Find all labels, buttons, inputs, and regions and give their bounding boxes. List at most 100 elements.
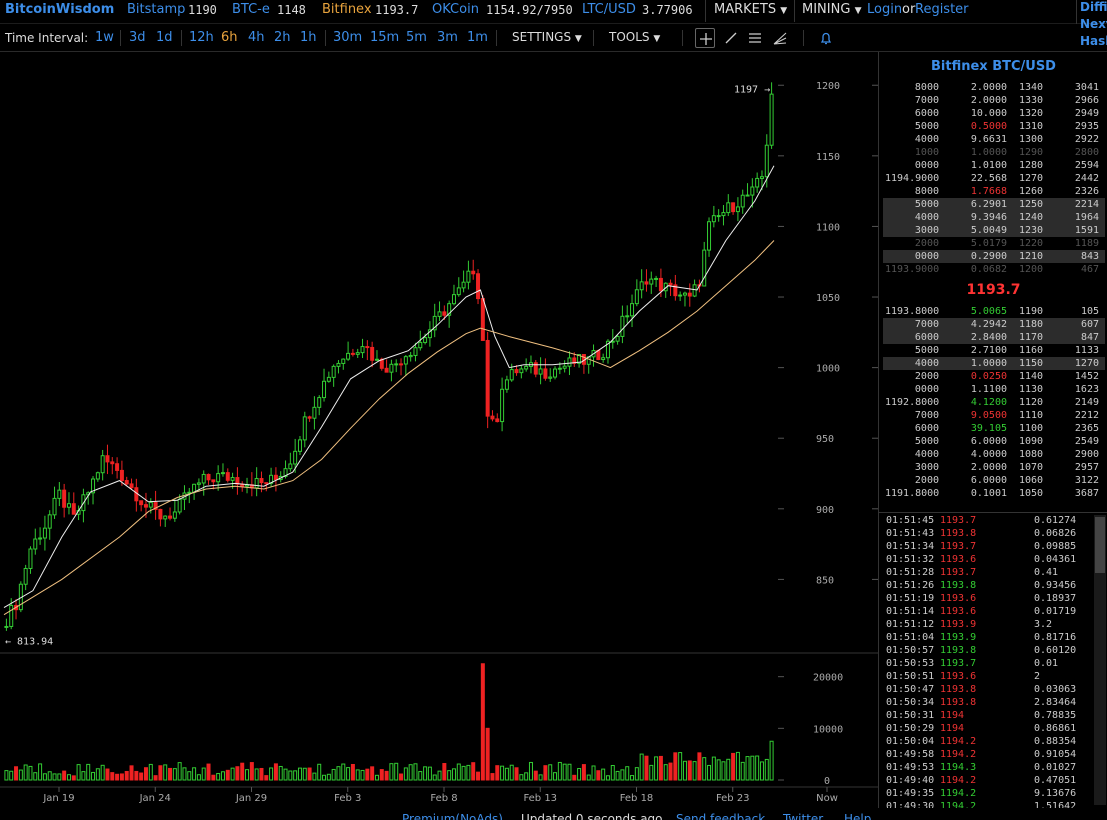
volume-bar (18, 769, 23, 781)
ob-level-cell: 1240 (1019, 212, 1044, 223)
trade-time: 01:51:12 (886, 619, 935, 630)
footer-premium-link[interactable]: Premium(NoAds) (402, 812, 503, 820)
volume-bar (519, 774, 524, 781)
trade-time: 01:49:53 (886, 762, 935, 773)
crosshair-icon[interactable] (695, 28, 715, 48)
interval-5m[interactable]: 5m (406, 30, 427, 45)
fan-icon[interactable] (770, 28, 790, 48)
bid-row[interactable]: 5000 2.7100 1160 1133 (883, 344, 1105, 357)
ask-row[interactable]: 5000 0.5000 1310 2935 (883, 120, 1105, 133)
candle-body (119, 469, 124, 482)
candle-body (418, 341, 423, 349)
ticker-okcoin-link[interactable]: OKCoin (432, 2, 479, 17)
ob-amount-cell: 0.1001 (970, 488, 1007, 499)
mining-menu[interactable]: MINING ▼ (802, 2, 861, 17)
volume-bar (148, 763, 153, 781)
bid-row[interactable]: 7000 4.2942 1180 607 (883, 318, 1105, 331)
bid-row[interactable]: 3000 2.0000 1070 2957 (883, 461, 1105, 474)
bid-row[interactable]: 1193.8000 5.0065 1190 105 (883, 305, 1105, 318)
ask-row[interactable]: 5000 6.2901 1250 2214 (883, 198, 1105, 211)
candle-body (711, 215, 716, 223)
bid-row[interactable]: 5000 6.0000 1090 2549 (883, 435, 1105, 448)
ob-amount-cell: 0.0250 (970, 371, 1007, 382)
volume-bar (168, 767, 173, 781)
interval-1w[interactable]: 1w (95, 30, 114, 45)
ticker-bitstamp-link[interactable]: Bitstamp (127, 2, 186, 17)
interval-1m[interactable]: 1m (467, 30, 488, 45)
line-icon[interactable] (721, 28, 741, 48)
interval-6h[interactable]: 6h (221, 30, 238, 45)
interval-3m[interactable]: 3m (437, 30, 458, 45)
ticker-bitfinex-link[interactable]: Bitfinex (322, 2, 372, 17)
candle-body (451, 294, 456, 305)
ask-row[interactable]: 0000 0.2900 1210 843 (883, 250, 1105, 263)
alert-bell-icon[interactable] (816, 28, 836, 48)
ask-row[interactable]: 2000 5.0179 1220 1189 (883, 237, 1105, 250)
tools-menu[interactable]: TOOLS ▼ (609, 30, 660, 44)
trade-time: 01:49:30 (886, 801, 935, 808)
candle-body (625, 315, 630, 318)
ob-price-cell: 4000 (914, 449, 939, 460)
ask-row[interactable]: 7000 2.0000 1330 2966 (883, 94, 1105, 107)
brand-logo-link[interactable]: BitcoinWisdom (5, 2, 115, 17)
interval-12h[interactable]: 12h (189, 30, 214, 45)
candle-body (264, 482, 269, 485)
interval-30m[interactable]: 30m (333, 30, 363, 45)
bid-row[interactable]: 6000 2.8400 1170 847 (883, 331, 1105, 344)
hashrate-link[interactable]: Hash (1080, 34, 1107, 48)
trade-time: 01:50:53 (886, 658, 935, 669)
register-link[interactable]: Register (915, 2, 969, 17)
candlestick-chart[interactable]: 850 900 950 1000 1050 1100 1150 1200 0 10000 20000… (0, 52, 878, 808)
ask-row[interactable]: 1000 1.0000 1290 2800 (883, 146, 1105, 159)
ask-row[interactable]: 8000 1.7668 1260 2326 (883, 185, 1105, 198)
bid-row[interactable]: 1191.8000 0.1001 1050 3687 (883, 487, 1105, 500)
bid-row[interactable]: 6000 39.105 1100 2365 (883, 422, 1105, 435)
interval-1h[interactable]: 1h (300, 30, 317, 45)
candle-body (500, 388, 505, 423)
ask-row[interactable]: 3000 5.0049 1230 1591 (883, 224, 1105, 237)
ob-level-cell: 1330 (1019, 95, 1044, 106)
candle-body (389, 363, 394, 373)
scrollbar-thumb[interactable] (1095, 517, 1105, 573)
ask-row[interactable]: 4000 9.3946 1240 1964 (883, 211, 1105, 224)
bid-row[interactable]: 7000 9.0500 1110 2212 (883, 409, 1105, 422)
price-chart-area[interactable]: 850 900 950 1000 1050 1100 1150 1200 0 10000 20000… (0, 52, 878, 808)
settings-menu[interactable]: SETTINGS ▼ (512, 30, 582, 44)
ask-row[interactable]: 1193.9000 0.0682 1200 467 (883, 263, 1105, 276)
bid-row[interactable]: 0000 1.1100 1130 1623 (883, 383, 1105, 396)
ask-row[interactable]: 8000 2.0000 1340 3041 (883, 81, 1105, 94)
bid-row[interactable]: 4000 1.0000 1150 1270 (883, 357, 1105, 370)
footer-help-link[interactable]: Help (844, 812, 872, 820)
ask-row[interactable]: 0000 1.0100 1280 2594 (883, 159, 1105, 172)
markets-menu[interactable]: MARKETS ▼ (714, 2, 787, 17)
trade-history[interactable]: 01:51:45 1193.7 0.61274 01:51:43 1193.8 0.068… (879, 512, 1107, 808)
interval-3d[interactable]: 3d (129, 30, 146, 45)
difficulty-link[interactable]: Diffic (1080, 0, 1107, 14)
bid-row[interactable]: 1192.8000 4.1200 1120 2149 (883, 396, 1105, 409)
volume-bar (259, 767, 264, 781)
horizontal-lines-icon[interactable] (745, 28, 765, 48)
next-difficulty-link[interactable]: Next (1080, 17, 1107, 31)
candle-body (413, 347, 418, 356)
ask-row[interactable]: 1194.9000 22.568 1270 2442 (883, 172, 1105, 185)
bid-row[interactable]: 2000 6.0000 1060 3122 (883, 474, 1105, 487)
footer-twitter-link[interactable]: Twitter (783, 812, 824, 820)
interval-15m[interactable]: 15m (370, 30, 400, 45)
footer-feedback-link[interactable]: Send feedback (676, 812, 766, 820)
bid-row[interactable]: 2000 0.0250 1140 1452 (883, 370, 1105, 383)
trades-scrollbar[interactable] (1094, 515, 1106, 805)
volume-bar (451, 768, 456, 781)
ask-row[interactable]: 6000 10.000 1320 2949 (883, 107, 1105, 120)
candle-body (4, 625, 9, 628)
ob-level-cell: 1260 (1019, 186, 1044, 197)
ticker-btce-link[interactable]: BTC-e (232, 2, 270, 17)
ask-row[interactable]: 4000 9.6631 1300 2922 (883, 133, 1105, 146)
ob-price-cell: 6000 (914, 423, 939, 434)
volume-bar (288, 770, 293, 781)
interval-2h[interactable]: 2h (274, 30, 291, 45)
bid-row[interactable]: 4000 4.0000 1080 2900 (883, 448, 1105, 461)
ticker-ltcusd-link[interactable]: LTC/USD (582, 2, 636, 17)
interval-4h[interactable]: 4h (248, 30, 265, 45)
login-link[interactable]: Login (867, 2, 903, 17)
interval-1d[interactable]: 1d (156, 30, 173, 45)
